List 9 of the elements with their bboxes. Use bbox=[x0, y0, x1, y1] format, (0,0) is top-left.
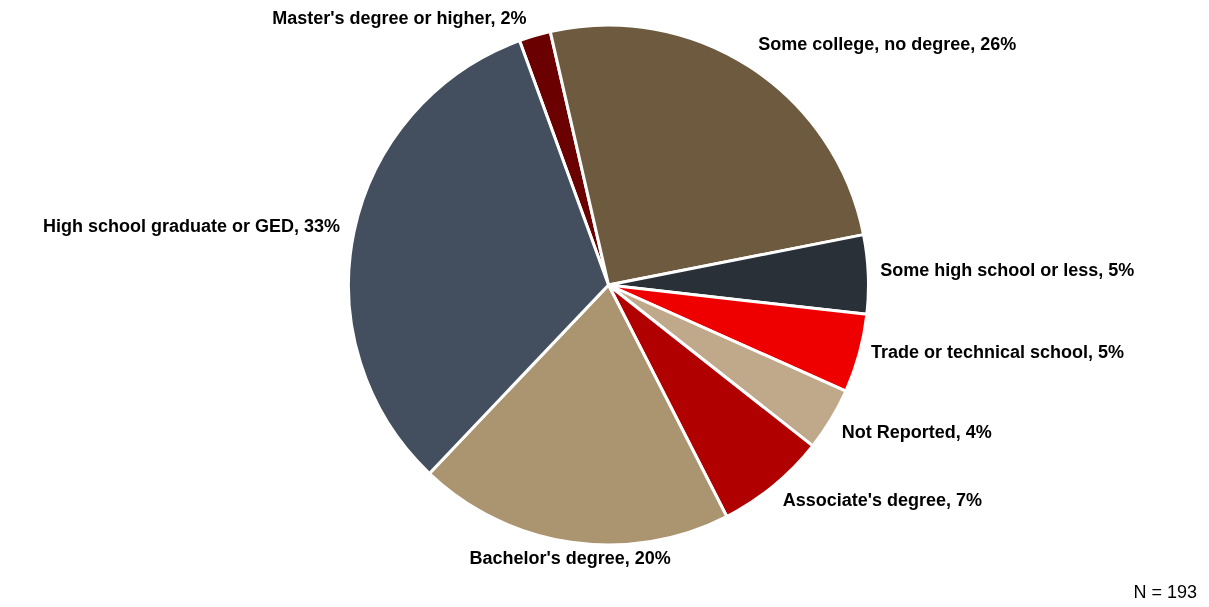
slice-label: Not Reported, 4% bbox=[841, 421, 992, 442]
slice-label: High school graduate or GED, 33% bbox=[43, 216, 341, 237]
slice-label: Bachelor's degree, 20% bbox=[469, 548, 671, 569]
slice-label: Some college, no degree, 26% bbox=[758, 34, 1017, 55]
text: N = 193 bbox=[1133, 581, 1197, 602]
slice-label: Master's degree or higher, 2% bbox=[272, 7, 527, 28]
slice-label: Some high school or less, 5% bbox=[880, 259, 1135, 280]
slice-label: Trade or technical school, 5% bbox=[871, 341, 1125, 362]
slice-label: Associate's degree, 7% bbox=[782, 490, 983, 511]
